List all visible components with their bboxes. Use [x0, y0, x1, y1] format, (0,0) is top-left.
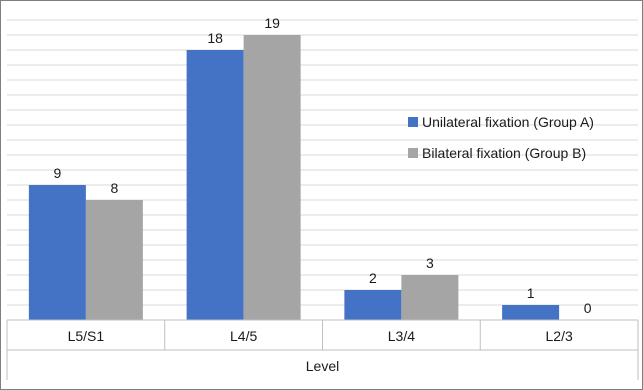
- x-tick-label: L4/5: [230, 328, 257, 344]
- data-label: 1: [527, 285, 535, 301]
- bar-group-a: [344, 290, 402, 320]
- data-labels: 9 8 18 19 2 3 1 0: [53, 15, 591, 316]
- category-table: L5/S1 L4/5 L3/4 L2/3: [6, 319, 639, 380]
- data-label: 0: [584, 300, 592, 316]
- bar-group-b: [401, 275, 459, 320]
- data-label: 8: [110, 180, 118, 196]
- legend-label: Bilateral fixation (Group B): [422, 145, 586, 161]
- x-tick-label: L3/4: [388, 328, 415, 344]
- x-tick-label: L2/3: [546, 328, 573, 344]
- data-label: 19: [264, 15, 280, 31]
- legend-swatch: [408, 148, 418, 158]
- x-axis-title: Level: [306, 358, 339, 374]
- legend-label: Unilateral fixation (Group A): [422, 114, 594, 130]
- bar-group-a: [28, 185, 86, 320]
- bar-group-b: [243, 35, 301, 320]
- legend-swatch: [408, 117, 418, 127]
- legend: Unilateral fixation (Group A) Bilateral f…: [408, 114, 594, 161]
- data-label: 3: [426, 255, 434, 271]
- data-label: 18: [207, 30, 223, 46]
- bars: [28, 35, 560, 320]
- bar-group-b: [85, 200, 143, 320]
- bar-group-a: [186, 50, 244, 320]
- x-tick-label: L5/S1: [68, 328, 105, 344]
- data-label: 2: [369, 270, 377, 286]
- bar-group-a: [502, 305, 560, 320]
- data-label: 9: [53, 165, 61, 181]
